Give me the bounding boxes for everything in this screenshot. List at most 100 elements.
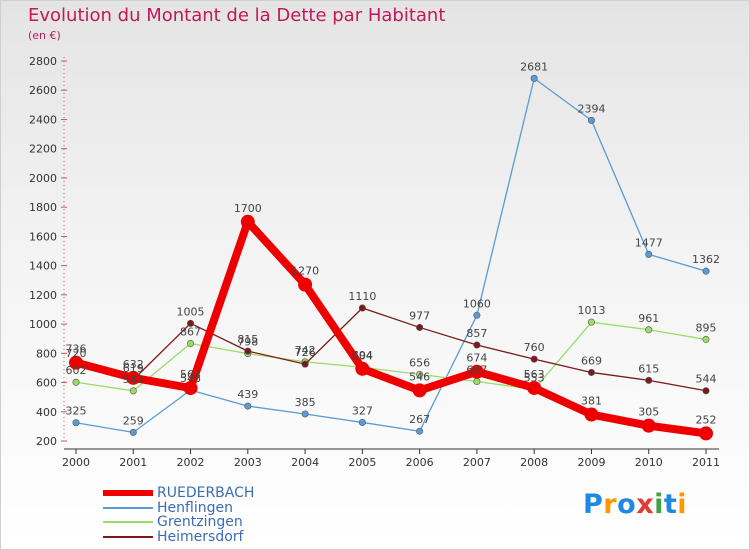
data-label-heimersdorf: 977 — [409, 309, 430, 322]
y-tick-label: 200 — [36, 435, 57, 448]
data-label-henflingen: 1477 — [635, 236, 663, 249]
x-tick-label: 2002 — [177, 456, 205, 469]
data-point-heimersdorf — [645, 376, 653, 384]
y-tick-label: 2000 — [29, 172, 57, 185]
data-point-heimersdorf — [244, 347, 252, 355]
data-label-grentzingen: 742 — [295, 344, 316, 357]
data-point-heimersdorf — [530, 355, 538, 363]
y-tick-label: 2600 — [29, 84, 57, 97]
y-tick-label: 2800 — [29, 55, 57, 68]
data-label-ruederbach: 736 — [66, 343, 87, 356]
legend-item-heimersdorf[interactable]: Heimersdorf — [103, 530, 254, 545]
legend-item-grentzingen[interactable]: Grentzingen — [103, 515, 254, 530]
data-point-grentzingen — [587, 318, 595, 326]
legend-item-henflingen[interactable]: Henflingen — [103, 501, 254, 516]
data-label-heimersdorf: 857 — [466, 327, 487, 340]
proxiti-logo[interactable]: Proxiti — [583, 489, 688, 520]
data-point-ruederbach — [355, 361, 370, 376]
data-labels: 325 259 548 439 385 327 267 1060 2681 2394 1477 136… — [66, 60, 721, 427]
data-label-grentzingen: 961 — [638, 312, 659, 325]
data-point-ruederbach — [183, 381, 198, 396]
x-tick-label: 2009 — [577, 456, 605, 469]
x-tick-label: 2005 — [348, 456, 376, 469]
x-tick-label: 2010 — [635, 456, 663, 469]
data-label-henflingen: 1060 — [463, 297, 491, 310]
data-point-grentzingen — [702, 335, 710, 343]
data-label-henflingen: 259 — [123, 414, 144, 427]
data-label-henflingen: 2394 — [577, 102, 605, 115]
data-point-heimersdorf — [473, 341, 481, 349]
data-label-heimersdorf: 726 — [295, 346, 316, 359]
data-label-henflingen: 327 — [352, 404, 373, 417]
data-label-grentzingen: 798 — [237, 336, 258, 349]
data-point-henflingen — [358, 418, 366, 426]
x-tick-label: 2011 — [692, 456, 720, 469]
x-tick-label: 2006 — [406, 456, 434, 469]
y-tick-label: 1600 — [29, 230, 57, 243]
y-tick-label: 800 — [36, 347, 57, 360]
data-point-ruederbach — [584, 407, 599, 422]
data-label-henflingen: 1362 — [692, 253, 720, 266]
legend-swatch-ruederbach — [103, 490, 153, 497]
data-label-grentzingen: 1013 — [577, 304, 605, 317]
series-line-ruederbach — [74, 217, 707, 438]
legend-swatch-grentzingen — [103, 521, 153, 524]
data-point-grentzingen — [72, 378, 80, 386]
data-label-henflingen: 385 — [295, 396, 316, 409]
data-point-heimersdorf — [702, 387, 710, 395]
y-tick-label: 1000 — [29, 318, 57, 331]
data-label-ruederbach: 305 — [638, 406, 659, 419]
series-layer — [69, 74, 713, 441]
data-point-ruederbach — [699, 426, 713, 441]
data-label-henflingen: 548 — [180, 372, 201, 385]
data-label-ruederbach: 563 — [524, 368, 545, 381]
data-point-grentzingen — [416, 370, 424, 378]
data-point-grentzingen — [129, 387, 137, 395]
series-line-heimersdorf — [75, 307, 707, 392]
data-point-heimersdorf — [187, 319, 195, 327]
data-label-heimersdorf: 815 — [237, 333, 258, 346]
legend-item-ruederbach[interactable]: RUEDERBACH — [103, 486, 254, 501]
x-tick-label: 2003 — [234, 456, 262, 469]
x-tick-label: 2007 — [463, 456, 491, 469]
x-tick-label: 2004 — [291, 456, 319, 469]
data-point-henflingen — [530, 74, 538, 82]
data-label-grentzingen: 543 — [123, 373, 144, 386]
legend-label: Heimersdorf — [157, 528, 244, 545]
y-tick-label: 600 — [36, 377, 57, 390]
data-label-ruederbach: 252 — [696, 413, 717, 426]
legend-label: Grentzingen — [157, 514, 243, 531]
series-line-henflingen — [75, 77, 707, 434]
data-point-henflingen — [645, 250, 653, 258]
data-label-ruederbach: 694 — [352, 349, 373, 362]
data-point-ruederbach — [69, 355, 83, 370]
data-point-henflingen — [416, 427, 424, 435]
data-label-heimersdorf: 720 — [66, 347, 87, 360]
legend-label: Henflingen — [157, 499, 233, 516]
data-point-ruederbach — [126, 370, 141, 385]
data-label-heimersdorf: 615 — [638, 362, 659, 375]
data-point-henflingen — [702, 267, 710, 275]
data-point-henflingen — [587, 116, 595, 124]
data-point-grentzingen — [473, 378, 481, 386]
data-label-ruederbach: 1270 — [291, 265, 319, 278]
chart-title: Evolution du Montant de la Dette par Hab… — [28, 5, 446, 26]
data-point-heimersdorf — [416, 323, 424, 331]
data-label-grentzingen: 602 — [66, 364, 87, 377]
data-label-heimersdorf: 1005 — [177, 305, 205, 318]
data-point-ruederbach — [298, 277, 313, 292]
axes: 200 400 600 800 1000 1200 1400 1600 1800 2000 2200… — [29, 55, 720, 469]
data-point-ruederbach — [469, 364, 484, 379]
data-label-heimersdorf: 544 — [696, 373, 717, 386]
data-label-grentzingen: 607 — [466, 364, 487, 377]
data-point-ruederbach — [240, 214, 255, 229]
data-point-henflingen — [129, 428, 137, 436]
y-tick-label: 1200 — [29, 289, 57, 302]
data-label-henflingen: 267 — [409, 413, 430, 426]
data-point-ruederbach — [412, 383, 427, 398]
data-label-heimersdorf: 619 — [123, 362, 144, 375]
y-tick-label: 1400 — [29, 260, 57, 273]
data-label-grentzingen: 553 — [524, 371, 545, 384]
data-label-heimersdorf: 760 — [524, 341, 545, 354]
